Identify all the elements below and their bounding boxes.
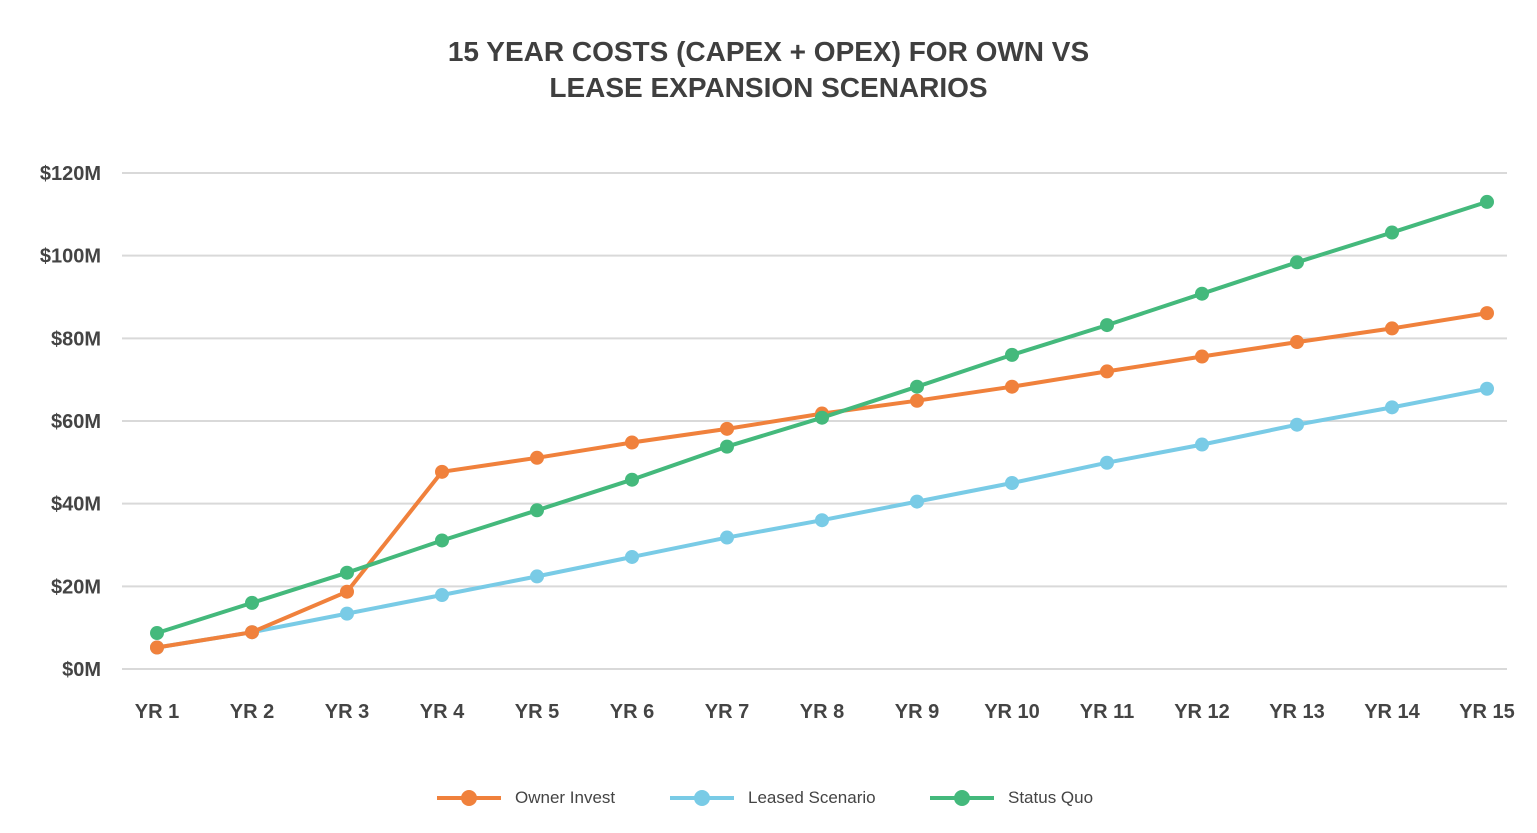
series-status-quo xyxy=(150,194,1494,641)
data-point-leased-scenario-yr-3 xyxy=(340,606,354,621)
data-point-owner-invest-yr-15 xyxy=(1480,306,1494,321)
data-point-leased-scenario-yr-14 xyxy=(1385,400,1399,415)
x-tick-label-yr-11: YR 11 xyxy=(1080,701,1134,723)
y-tick-label-40m: $40M xyxy=(51,494,101,516)
data-point-status-quo-yr-13 xyxy=(1290,255,1304,270)
x-tick-label-yr-9: YR 9 xyxy=(895,701,939,723)
data-point-status-quo-yr-6 xyxy=(625,472,639,487)
legend-label-status-quo: Status Quo xyxy=(1008,788,1094,807)
y-tick-label-120m: $120M xyxy=(40,163,101,185)
x-tick-label-yr-6: YR 6 xyxy=(610,701,654,723)
data-point-owner-invest-yr-10 xyxy=(1005,379,1019,394)
data-point-status-quo-yr-2 xyxy=(245,595,259,610)
x-tick-label-yr-12: YR 12 xyxy=(1174,701,1230,723)
x-tick-label-yr-13: YR 13 xyxy=(1269,701,1325,723)
data-point-status-quo-yr-9 xyxy=(910,379,924,394)
legend-swatch-status-quo xyxy=(930,788,994,808)
legend-item-leased-scenario: Leased Scenario xyxy=(670,780,876,816)
data-point-status-quo-yr-11 xyxy=(1100,318,1114,333)
x-tick-label-yr-5: YR 5 xyxy=(515,701,559,723)
legend-item-owner-invest: Owner Invest xyxy=(437,780,615,816)
data-point-status-quo-yr-1 xyxy=(150,626,164,641)
series-leased-scenario xyxy=(150,381,1494,655)
x-tick-label-yr-4: YR 4 xyxy=(420,701,465,723)
legend: Owner Invest Leased Scenario Status Quo xyxy=(0,780,1537,816)
data-point-leased-scenario-yr-13 xyxy=(1290,417,1304,432)
data-point-status-quo-yr-4 xyxy=(435,533,449,548)
data-point-owner-invest-yr-7 xyxy=(720,421,734,436)
chart-title: 15 YEAR COSTS (CAPEX + OPEX) FOR OWN VS … xyxy=(0,34,1537,106)
x-axis-tick-labels: YR 1 YR 2 YR 3 YR 4 YR 5 YR 6 YR 7 YR 8 YR 9 YR 1… xyxy=(135,701,1515,723)
x-tick-label-yr-8: YR 8 xyxy=(800,701,844,723)
x-tick-label-yr-1: YR 1 xyxy=(135,701,179,723)
data-point-leased-scenario-yr-7 xyxy=(720,530,734,545)
y-tick-label-100m: $100M xyxy=(40,246,101,268)
data-point-owner-invest-yr-1 xyxy=(150,640,164,655)
data-point-leased-scenario-yr-12 xyxy=(1195,437,1209,452)
data-point-status-quo-yr-14 xyxy=(1385,225,1399,240)
data-point-owner-invest-yr-14 xyxy=(1385,321,1399,336)
data-point-leased-scenario-yr-4 xyxy=(435,588,449,603)
series-line-owner-invest xyxy=(155,311,1489,650)
legend-label-leased-scenario: Leased Scenario xyxy=(748,788,876,807)
data-point-status-quo-yr-10 xyxy=(1005,347,1019,362)
series-owner-invest xyxy=(150,306,1494,655)
data-point-status-quo-yr-7 xyxy=(720,439,734,454)
data-point-leased-scenario-yr-9 xyxy=(910,494,924,509)
grid-lines xyxy=(122,172,1507,670)
data-point-leased-scenario-yr-10 xyxy=(1005,476,1019,490)
legend-swatch-leased-scenario xyxy=(670,788,734,808)
x-tick-label-yr-14: YR 14 xyxy=(1364,701,1420,723)
y-tick-label-80m: $80M xyxy=(51,328,101,350)
data-point-status-quo-yr-12 xyxy=(1195,286,1209,301)
y-tick-label-20m: $20M xyxy=(51,576,101,598)
data-point-owner-invest-yr-2 xyxy=(245,625,259,640)
x-tick-label-yr-10: YR 10 xyxy=(984,701,1040,723)
legend-label-owner-invest: Owner Invest xyxy=(515,788,616,807)
data-point-owner-invest-yr-3 xyxy=(340,584,354,599)
data-point-owner-invest-yr-11 xyxy=(1100,364,1114,379)
data-point-owner-invest-yr-5 xyxy=(530,450,544,465)
x-tick-label-yr-2: YR 2 xyxy=(230,701,274,723)
data-point-leased-scenario-yr-11 xyxy=(1100,455,1114,470)
series-lines xyxy=(150,194,1494,655)
data-point-leased-scenario-yr-5 xyxy=(530,569,544,584)
chart-title-line-1: 15 YEAR COSTS (CAPEX + OPEX) FOR OWN VS xyxy=(447,36,1090,67)
x-tick-label-yr-7: YR 7 xyxy=(705,701,749,723)
y-tick-label-60m: $60M xyxy=(51,411,101,433)
x-tick-label-yr-3: YR 3 xyxy=(325,701,369,723)
data-point-status-quo-yr-5 xyxy=(530,503,544,518)
data-point-owner-invest-yr-6 xyxy=(625,435,639,450)
data-point-status-quo-yr-15 xyxy=(1480,194,1494,209)
data-point-leased-scenario-yr-6 xyxy=(625,549,639,564)
data-point-leased-scenario-yr-8 xyxy=(815,513,829,528)
y-tick-label-0m: $0M xyxy=(62,659,101,681)
data-point-owner-invest-yr-9 xyxy=(910,393,924,408)
data-point-leased-scenario-yr-15 xyxy=(1480,381,1494,396)
chart-title-line-2: LEASE EXPANSION SCENARIOS xyxy=(549,72,988,103)
legend-swatch-owner-invest xyxy=(437,788,501,808)
data-point-owner-invest-yr-12 xyxy=(1195,349,1209,364)
x-tick-label-yr-15: YR 15 xyxy=(1459,701,1515,723)
data-point-owner-invest-yr-13 xyxy=(1290,335,1304,350)
legend-item-status-quo: Status Quo xyxy=(930,780,1093,816)
data-point-status-quo-yr-8 xyxy=(815,410,829,425)
data-point-status-quo-yr-3 xyxy=(340,565,354,580)
data-point-owner-invest-yr-4 xyxy=(435,464,449,479)
y-axis-tick-labels: $0M $20M $40M $60M $80M $100M $120M xyxy=(40,163,101,681)
